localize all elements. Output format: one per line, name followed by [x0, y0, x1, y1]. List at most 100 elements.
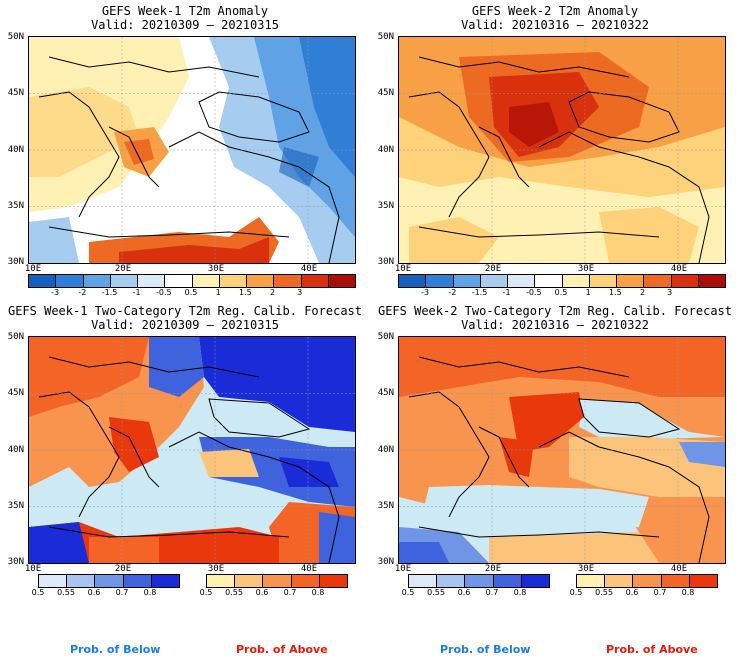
- colorbar-swatch: [219, 275, 247, 287]
- colorbar-swatch: [83, 275, 111, 287]
- anomaly-colorbar: [398, 274, 726, 288]
- above-colorbar: [576, 574, 718, 588]
- colorbar-swatch: [562, 275, 590, 287]
- colorbar-tick-label: 0.7: [283, 588, 297, 597]
- lat-label: 45N: [7, 388, 24, 398]
- colorbar-tick-label: 0.8: [311, 588, 325, 597]
- anomaly-map-week2: [398, 36, 726, 264]
- below-colorbar-labels: 0.5 0.55 0.6 0.7 0.8: [402, 588, 548, 598]
- colorbar-tick-label: -1.5: [471, 288, 488, 297]
- colorbar-tick-label: 0.55: [427, 588, 445, 597]
- colorbar-tick-label: -2: [448, 288, 457, 297]
- colorbar-swatch: [399, 275, 427, 287]
- lat-label: 30N: [7, 557, 24, 567]
- colorbar-swatch: [661, 575, 690, 587]
- colorbar-swatch: [577, 575, 606, 587]
- lat-label: 30N: [7, 257, 24, 267]
- lon-label: 40E: [670, 264, 688, 274]
- above-colorbar-labels: 0.5 0.55 0.6 0.7 0.8: [570, 588, 716, 598]
- colorbar-swatch: [291, 575, 320, 587]
- colorbar-tick-label: 0.8: [143, 588, 157, 597]
- colorbar-swatch: [274, 275, 302, 287]
- colorbar-swatch: [480, 275, 508, 287]
- lat-label: 50N: [377, 32, 394, 42]
- prob-below-label-right: Prob. of Below: [440, 643, 531, 656]
- colorbar-tick-label: 0.55: [225, 588, 243, 597]
- colorbar-swatch: [508, 275, 536, 287]
- panel-title: GEFS Week-2 T2m Anomaly: [471, 4, 639, 18]
- lon-label: 20E: [114, 564, 132, 574]
- colorbar-tick-label: 3: [297, 288, 303, 297]
- colorbar-swatch: [247, 275, 275, 287]
- colorbar-swatch: [671, 275, 699, 287]
- colorbar-swatch: [263, 575, 292, 587]
- colorbar-tick-label: 3: [667, 288, 673, 297]
- prob-above-label-right: Prob. of Above: [606, 643, 698, 656]
- above-colorbar: [206, 574, 348, 588]
- colorbar-swatch: [235, 575, 264, 587]
- colorbar-tick-label: -3: [51, 288, 60, 297]
- colorbar-swatch: [151, 575, 180, 587]
- colorbar-swatch: [633, 575, 662, 587]
- lon-label: 10E: [394, 264, 412, 274]
- colorbar-tick-label: 0.7: [485, 588, 499, 597]
- lat-label: 45N: [377, 388, 394, 398]
- anomaly-colorbar-labels: -3 -2 -1.5 -1 -0.5 0.5 1 1.5 2 3: [28, 288, 354, 298]
- lat-label: 35N: [377, 201, 394, 211]
- colorbar-swatch: [689, 575, 718, 587]
- below-colorbar-labels: 0.5 0.55 0.6 0.7 0.8: [32, 588, 178, 598]
- colorbar-tick-label: 2: [269, 288, 276, 297]
- colorbar-swatch: [328, 275, 355, 287]
- panel-title: GEFS Week-1 Two-Category T2m Reg. Calib.…: [7, 304, 362, 318]
- panel-valid-dates: Valid: 20210316 – 20210322: [461, 318, 649, 332]
- anomaly-colorbar: [28, 274, 356, 288]
- lon-label: 20E: [484, 264, 502, 274]
- colorbar-swatch: [493, 575, 522, 587]
- lat-label: 40N: [377, 445, 394, 455]
- panel-week1-anomaly: GEFS Week-1 T2m Anomaly Valid: 20210309 …: [0, 0, 370, 300]
- lat-label: 35N: [7, 201, 24, 211]
- colorbar-swatch: [123, 575, 152, 587]
- colorbar-swatch: [409, 575, 438, 587]
- colorbar-tick-label: 0.5: [401, 588, 415, 597]
- colorbar-swatch: [110, 275, 138, 287]
- colorbar-tick-label: 1: [585, 288, 591, 297]
- colorbar-tick-label: 0.8: [513, 588, 527, 597]
- colorbar-tick-label: 2: [639, 288, 646, 297]
- colorbar-tick-label: 0.6: [457, 588, 471, 597]
- lat-label: 50N: [377, 332, 394, 342]
- lon-label: 10E: [24, 564, 42, 574]
- panel-title: GEFS Week-1 T2m Anomaly: [101, 4, 269, 18]
- panel-title: GEFS Week-2 Two-Category T2m Reg. Calib.…: [377, 304, 732, 318]
- colorbar-tick-label: 0.6: [625, 588, 639, 597]
- lat-label: 30N: [377, 557, 394, 567]
- colorbar-tick-label: -1.5: [101, 288, 118, 297]
- colorbar-tick-label: 0.55: [57, 588, 75, 597]
- lon-label: 20E: [484, 564, 502, 574]
- lat-label: 50N: [7, 332, 24, 342]
- colorbar-swatch: [67, 575, 96, 587]
- colorbar-swatch: [437, 575, 466, 587]
- colorbar-swatch: [644, 275, 672, 287]
- colorbar-swatch: [698, 275, 725, 287]
- panel-valid-dates: Valid: 20210309 – 20210315: [91, 318, 279, 332]
- colorbar-tick-label: 0.5: [554, 288, 568, 297]
- lon-label: 30E: [577, 264, 595, 274]
- colorbar-tick-label: -2: [78, 288, 87, 297]
- lat-label: 40N: [7, 145, 24, 155]
- colorbar-tick-label: 0.8: [681, 588, 695, 597]
- anomaly-map-week1: [28, 36, 356, 264]
- prob-above-label-left: Prob. of Above: [236, 643, 328, 656]
- colorbar-swatch: [617, 275, 645, 287]
- probability-map-week2: [398, 336, 726, 564]
- colorbar-swatch: [39, 575, 68, 587]
- colorbar-tick-label: -3: [421, 288, 430, 297]
- colorbar-tick-label: 0.5: [184, 288, 198, 297]
- anomaly-colorbar-labels: -3 -2 -1.5 -1 -0.5 0.5 1 1.5 2 3: [398, 288, 724, 298]
- colorbar-swatch: [56, 275, 84, 287]
- lat-label: 35N: [377, 501, 394, 511]
- colorbar-tick-label: 1.5: [608, 288, 622, 297]
- colorbar-tick-label: 0.6: [87, 588, 101, 597]
- lon-label: 30E: [207, 564, 225, 574]
- colorbar-swatch: [521, 575, 550, 587]
